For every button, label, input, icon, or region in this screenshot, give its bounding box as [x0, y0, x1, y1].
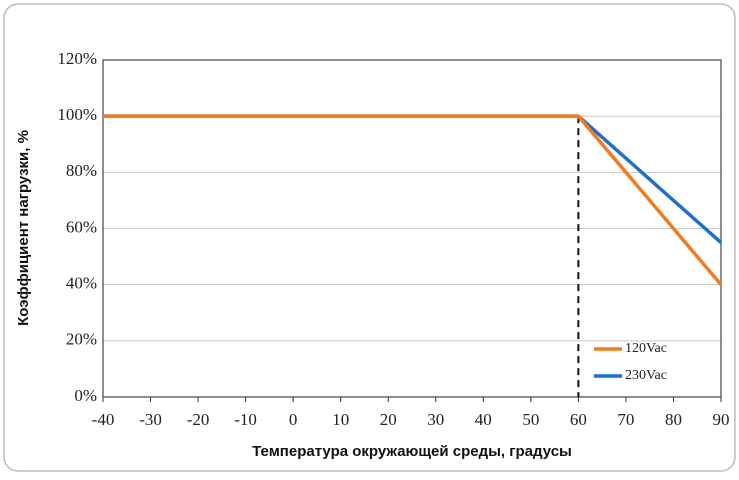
x-tick-label: 0 — [289, 410, 298, 429]
x-tick-label: -20 — [187, 410, 210, 429]
y-axis-title: Коэффициент нагрузки, % — [15, 130, 32, 326]
plot-area — [102, 59, 722, 398]
x-tick-label: -40 — [92, 410, 115, 429]
x-tick-label: 90 — [713, 410, 730, 429]
x-axis-title: Температура окружающей среды, градусы — [252, 443, 572, 460]
y-tick-label: 100% — [57, 105, 97, 124]
x-tick-label: 30 — [427, 410, 444, 429]
x-tick-label: 20 — [380, 410, 397, 429]
frame — [3, 3, 736, 472]
x-tick-label: 80 — [665, 410, 682, 429]
x-tick-label: 70 — [617, 410, 634, 429]
legend-label: 120Vac — [625, 341, 667, 356]
legend-label: 230Vac — [625, 368, 667, 383]
y-tick-label: 120% — [57, 49, 97, 68]
y-tick-label: 0% — [74, 386, 97, 405]
x-tick-label: -10 — [234, 410, 257, 429]
y-tick-label: 80% — [66, 161, 97, 180]
x-tick-label: 40 — [475, 410, 492, 429]
x-tick-label: -30 — [139, 410, 162, 429]
x-tick-label: 50 — [522, 410, 539, 429]
y-tick-label: 20% — [66, 330, 97, 349]
series-line — [103, 114, 723, 286]
x-tick-label: 60 — [570, 410, 587, 429]
y-tick-label: 40% — [66, 274, 97, 293]
y-tick-label: 60% — [66, 217, 97, 236]
x-tick-label: 10 — [332, 410, 349, 429]
